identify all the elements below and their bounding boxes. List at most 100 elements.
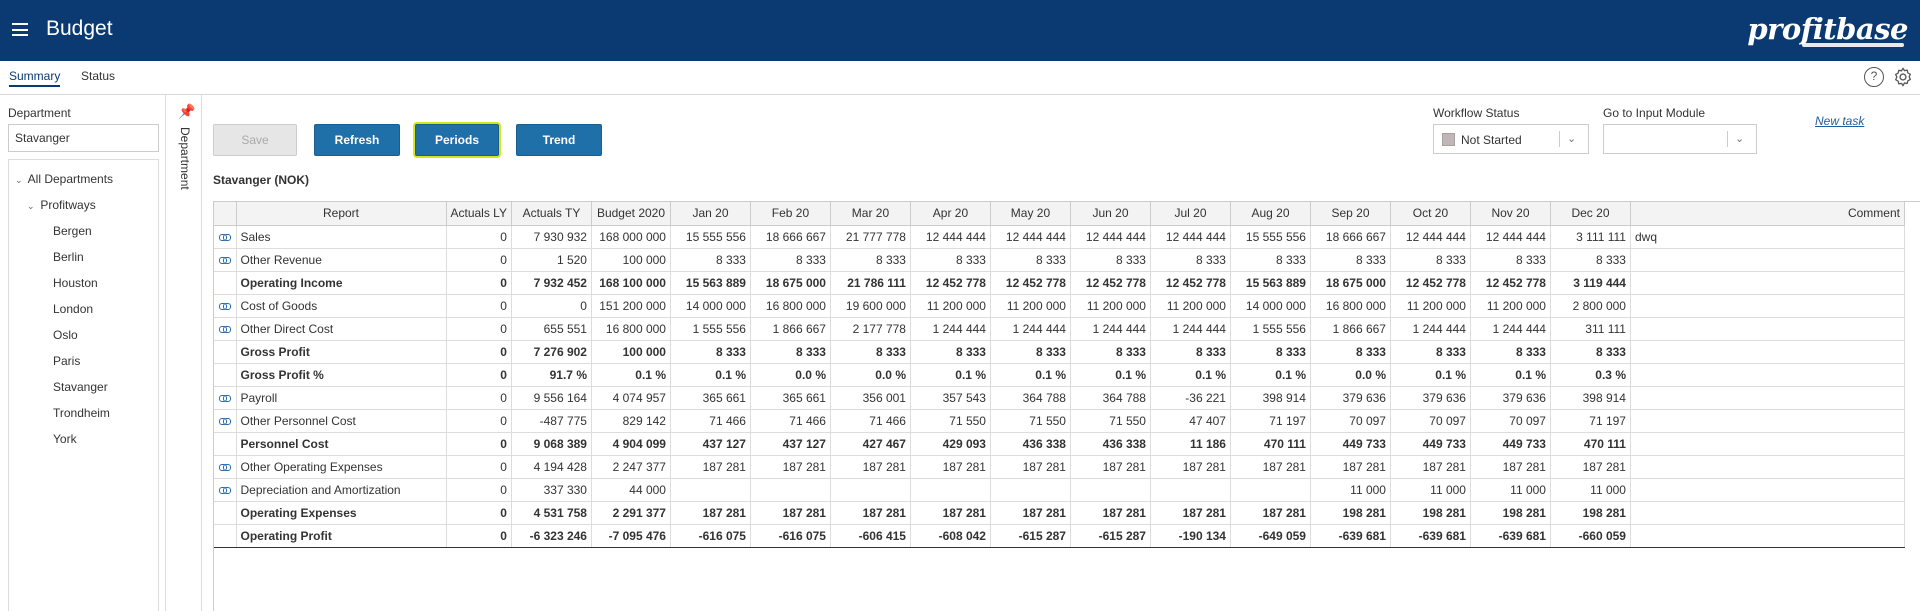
value-cell[interactable]: 829 142 xyxy=(591,409,671,433)
value-cell[interactable]: 2 247 377 xyxy=(591,455,671,479)
value-cell[interactable]: 12 452 778 xyxy=(990,270,1071,295)
column-header[interactable]: Dec 20 xyxy=(1550,202,1631,226)
column-header[interactable]: Feb 20 xyxy=(750,202,831,226)
link-icon[interactable] xyxy=(218,394,231,402)
value-cell[interactable]: 379 636 xyxy=(1310,386,1391,410)
value-cell[interactable]: 187 281 xyxy=(990,455,1071,479)
refresh-button[interactable]: Refresh xyxy=(314,124,400,156)
value-cell[interactable]: 0 xyxy=(446,270,512,295)
value-cell[interactable]: 187 281 xyxy=(750,500,831,525)
periods-button[interactable]: Periods xyxy=(415,124,499,156)
value-cell[interactable]: 198 281 xyxy=(1310,500,1391,525)
value-cell[interactable]: 8 333 xyxy=(1390,339,1471,364)
value-cell[interactable]: 8 333 xyxy=(910,248,991,272)
value-cell[interactable]: 8 333 xyxy=(830,339,911,364)
tree-item-profitways[interactable]: ⌄ Profitways xyxy=(27,198,96,212)
value-cell[interactable]: 187 281 xyxy=(1150,500,1231,525)
value-cell[interactable]: 12 452 778 xyxy=(1070,270,1151,295)
value-cell[interactable]: -616 075 xyxy=(670,523,751,548)
value-cell[interactable]: 70 097 xyxy=(1310,409,1391,433)
tab-summary[interactable]: Summary xyxy=(9,69,61,87)
column-header[interactable]: Apr 20 xyxy=(910,202,991,226)
value-cell[interactable]: 8 333 xyxy=(1470,339,1551,364)
value-cell[interactable]: -639 681 xyxy=(1470,523,1551,548)
value-cell[interactable]: 187 281 xyxy=(1230,500,1311,525)
value-cell[interactable]: 187 281 xyxy=(1070,500,1151,525)
value-cell[interactable]: 449 733 xyxy=(1470,431,1551,456)
value-cell[interactable]: 187 281 xyxy=(1550,455,1631,479)
link-icon[interactable] xyxy=(218,486,231,494)
value-cell[interactable]: 198 281 xyxy=(1550,500,1631,525)
workflow-status-select[interactable]: Not Started ⌄ xyxy=(1433,124,1589,154)
value-cell[interactable]: -615 287 xyxy=(990,523,1071,548)
value-cell[interactable]: 198 281 xyxy=(1390,500,1471,525)
tree-item-berlin[interactable]: Berlin xyxy=(53,250,84,264)
value-cell[interactable]: 187 281 xyxy=(830,455,911,479)
value-cell[interactable]: 100 000 xyxy=(591,248,671,272)
value-cell[interactable]: 437 127 xyxy=(750,431,831,456)
link-icon[interactable] xyxy=(218,417,231,425)
save-button[interactable]: Save xyxy=(213,124,297,156)
value-cell[interactable]: 14 000 000 xyxy=(670,294,751,318)
value-cell[interactable]: 449 733 xyxy=(1390,431,1471,456)
input-module-select[interactable]: ⌄ xyxy=(1603,124,1757,154)
value-cell[interactable]: 1 520 xyxy=(511,248,592,272)
value-cell[interactable]: 8 333 xyxy=(1150,339,1231,364)
comment-cell[interactable]: dwq xyxy=(1630,225,1905,249)
tree-item-stavanger[interactable]: Stavanger xyxy=(53,380,108,394)
comment-cell[interactable] xyxy=(1630,339,1905,364)
value-cell[interactable]: 0.1 % xyxy=(910,362,991,387)
value-cell[interactable]: 71 466 xyxy=(670,409,751,433)
tab-status[interactable]: Status xyxy=(81,69,116,83)
value-cell[interactable]: 364 788 xyxy=(990,386,1071,410)
value-cell[interactable]: -649 059 xyxy=(1230,523,1311,548)
value-cell[interactable]: 470 111 xyxy=(1550,431,1631,456)
value-cell[interactable]: 655 551 xyxy=(511,317,592,341)
value-cell[interactable]: 71 550 xyxy=(910,409,991,433)
chevron-down-icon[interactable]: ⌄ xyxy=(15,175,23,185)
value-cell[interactable]: 12 444 444 xyxy=(990,225,1071,249)
column-header[interactable]: Jul 20 xyxy=(1150,202,1231,226)
value-cell[interactable]: 8 333 xyxy=(1230,339,1311,364)
value-cell[interactable]: 337 330 xyxy=(511,478,592,502)
value-cell[interactable]: 187 281 xyxy=(670,500,751,525)
hamburger-icon[interactable] xyxy=(12,23,28,36)
value-cell[interactable]: 1 244 444 xyxy=(910,317,991,341)
comment-cell[interactable] xyxy=(1630,478,1905,502)
value-cell[interactable]: 187 281 xyxy=(1470,455,1551,479)
value-cell[interactable]: 187 281 xyxy=(750,455,831,479)
value-cell[interactable]: 12 444 444 xyxy=(1070,225,1151,249)
value-cell[interactable]: 11 200 000 xyxy=(1470,294,1551,318)
value-cell[interactable]: 187 281 xyxy=(670,455,751,479)
value-cell[interactable]: 449 733 xyxy=(1310,431,1391,456)
value-cell[interactable]: 198 281 xyxy=(1470,500,1551,525)
value-cell[interactable]: 0.0 % xyxy=(830,362,911,387)
value-cell[interactable]: 365 661 xyxy=(750,386,831,410)
value-cell[interactable]: 365 661 xyxy=(670,386,751,410)
tree-item-all-departments[interactable]: ⌄ All Departments xyxy=(15,172,113,186)
value-cell[interactable]: 11 000 xyxy=(1310,478,1391,502)
value-cell[interactable]: 187 281 xyxy=(1150,455,1231,479)
value-cell[interactable]: 8 333 xyxy=(750,339,831,364)
value-cell[interactable]: 71 466 xyxy=(830,409,911,433)
trend-button[interactable]: Trend xyxy=(516,124,602,156)
value-cell[interactable]: 436 338 xyxy=(1070,431,1151,456)
value-cell[interactable]: 7 276 902 xyxy=(511,339,592,364)
value-cell[interactable]: 187 281 xyxy=(830,500,911,525)
value-cell[interactable]: 0.1 % xyxy=(670,362,751,387)
value-cell[interactable]: 1 244 444 xyxy=(1390,317,1471,341)
value-cell[interactable]: 3 111 111 xyxy=(1550,225,1631,249)
tree-item-paris[interactable]: Paris xyxy=(53,354,81,368)
value-cell[interactable]: 4 531 758 xyxy=(511,500,592,525)
column-header[interactable]: Jan 20 xyxy=(670,202,751,226)
value-cell[interactable]: 187 281 xyxy=(1070,455,1151,479)
value-cell[interactable]: 187 281 xyxy=(990,500,1071,525)
value-cell[interactable]: 1 866 667 xyxy=(750,317,831,341)
value-cell[interactable]: 398 914 xyxy=(1550,386,1631,410)
value-cell[interactable]: 379 636 xyxy=(1470,386,1551,410)
value-cell[interactable]: 311 111 xyxy=(1550,317,1631,341)
value-cell[interactable]: 0 xyxy=(446,431,512,456)
value-cell[interactable]: 1 244 444 xyxy=(1470,317,1551,341)
value-cell[interactable]: 0 xyxy=(446,500,512,525)
value-cell[interactable]: 0 xyxy=(446,317,512,341)
